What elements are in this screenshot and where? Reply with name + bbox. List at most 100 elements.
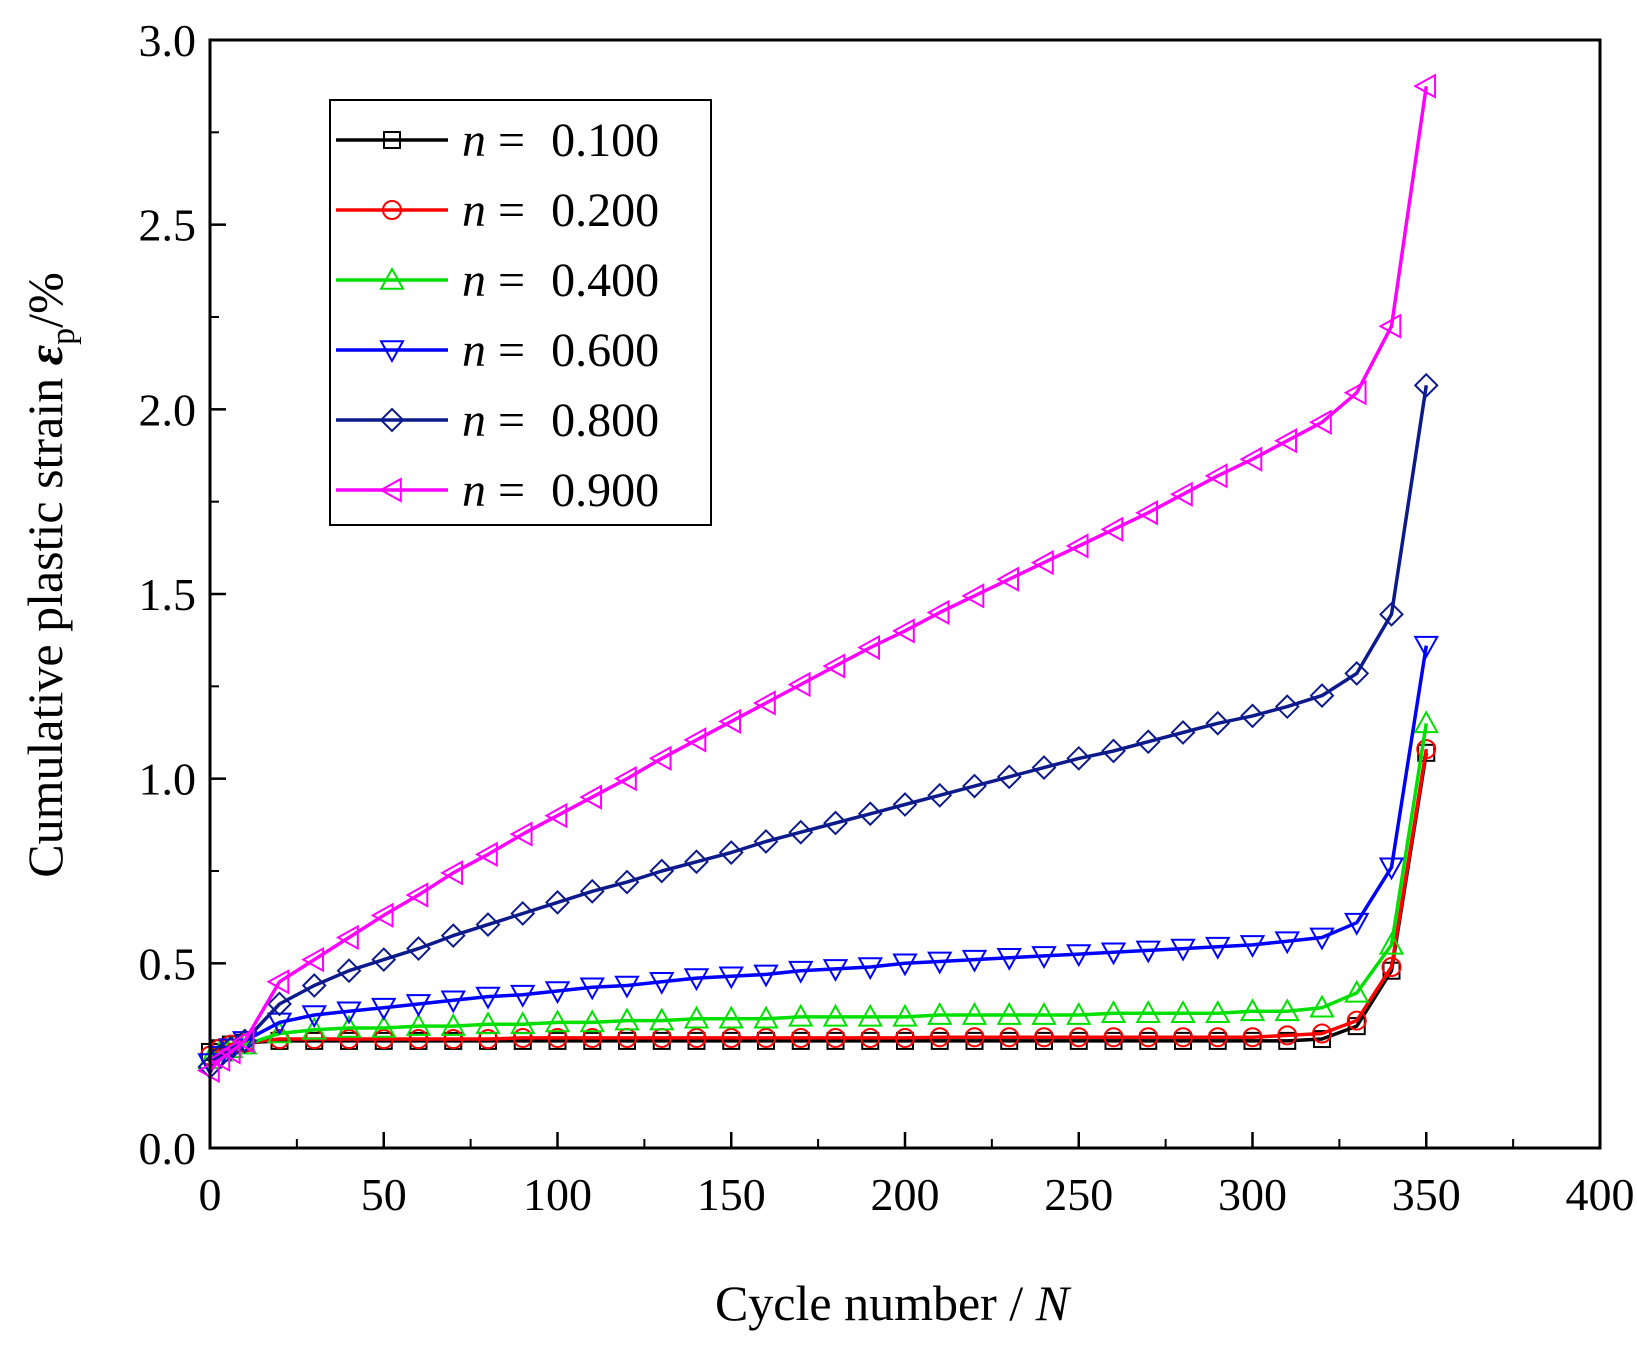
data-point [267, 991, 292, 1017]
data-point [927, 951, 953, 975]
data-point [1204, 463, 1228, 489]
data-point [301, 1005, 327, 1029]
y-tick-label: 3.0 [139, 15, 197, 66]
data-point [373, 1029, 394, 1050]
x-tick-label: 400 [1566, 1169, 1635, 1220]
data-point [1101, 738, 1126, 764]
data-point [371, 947, 397, 973]
data-point [547, 1027, 568, 1048]
data-point [1135, 500, 1159, 526]
data-point [1413, 710, 1439, 734]
data-point [753, 1005, 779, 1029]
series-0.900 [196, 73, 1437, 1084]
data-point [579, 878, 605, 904]
data-point [686, 1027, 707, 1048]
data-point [405, 1013, 432, 1036]
data-point [857, 801, 883, 827]
series-line [208, 645, 1429, 1065]
legend-label: n = 0.200 [462, 184, 659, 237]
data-point [335, 924, 359, 951]
x-tick-label: 100 [523, 1169, 592, 1220]
series-0.400 [197, 710, 1439, 1070]
legend: n = 0.100 n = 0.200 n = 0.400 n = 0.600 n = 0.800 n = 0.9… [329, 99, 712, 526]
data-point [753, 829, 779, 854]
data-point [756, 1027, 776, 1048]
data-point [231, 1028, 255, 1054]
data-point [964, 1027, 985, 1048]
data-point [614, 975, 640, 999]
data-point [891, 618, 915, 644]
data-point [1031, 755, 1057, 781]
data-point [649, 1007, 675, 1031]
x-tick-label: 300 [1218, 1169, 1287, 1220]
data-point [1309, 927, 1335, 951]
data-point [443, 1029, 464, 1050]
y-tick-label: 1.5 [139, 569, 197, 620]
data-point [825, 1027, 846, 1048]
data-point [1103, 1027, 1124, 1048]
data-point [336, 1014, 362, 1038]
data-point [683, 968, 710, 992]
data-point [683, 727, 707, 753]
data-point [1346, 1010, 1367, 1031]
data-point [1030, 549, 1054, 576]
legend-entry-0.600: n = 0.600 [336, 324, 659, 377]
data-point [1413, 635, 1439, 659]
data-point [683, 1005, 710, 1029]
legend-entry-0.200: n = 0.200 [336, 184, 659, 237]
plot-series [196, 73, 1439, 1084]
legend-marker [382, 200, 402, 220]
data-point [1413, 372, 1439, 398]
data-point [440, 1013, 466, 1036]
data-point [509, 821, 533, 847]
y-tick-label: 2.5 [139, 200, 197, 251]
data-point [371, 997, 397, 1021]
data-point [301, 946, 325, 973]
data-point [823, 810, 848, 836]
data-point [1066, 944, 1092, 968]
data-point [544, 802, 568, 829]
series-line [208, 723, 1429, 1061]
data-point [1205, 1000, 1231, 1023]
legend-marker [379, 340, 405, 364]
legend-entry-0.400: n = 0.400 [336, 254, 659, 307]
data-point [1242, 1027, 1263, 1048]
data-point [1344, 660, 1370, 686]
data-point [962, 773, 987, 799]
data-point [1034, 1027, 1054, 1048]
data-point [961, 1001, 988, 1025]
data-point [478, 1029, 498, 1050]
data-point [892, 792, 918, 817]
data-point [718, 1005, 744, 1029]
data-point [1381, 957, 1402, 978]
data-point [1274, 931, 1300, 955]
data-point [1378, 313, 1402, 339]
data-point [1205, 710, 1231, 736]
data-point [301, 1016, 327, 1040]
data-point [579, 977, 605, 1001]
data-point [1344, 912, 1370, 936]
legend-label: n = 0.800 [462, 394, 659, 447]
data-point [475, 912, 501, 937]
data-point [822, 959, 849, 982]
data-point [1169, 481, 1193, 507]
data-point [1343, 380, 1367, 406]
data-point [753, 964, 779, 988]
data-point [579, 784, 603, 810]
data-point [370, 902, 394, 929]
data-point [1239, 998, 1266, 1022]
data-point [440, 923, 466, 949]
data-point [895, 1027, 915, 1048]
data-point [788, 960, 814, 984]
data-point [1308, 409, 1332, 435]
legend-entry-0.900: n = 0.900 [336, 464, 659, 517]
data-point [1100, 516, 1124, 543]
data-point [614, 1007, 640, 1031]
data-point [996, 947, 1022, 971]
data-point [752, 690, 776, 716]
x-tick-label: 200 [871, 1169, 940, 1220]
data-point [892, 953, 918, 977]
x-tick-label: 0 [199, 1169, 222, 1220]
data-point [1239, 935, 1266, 958]
data-point [857, 957, 883, 981]
